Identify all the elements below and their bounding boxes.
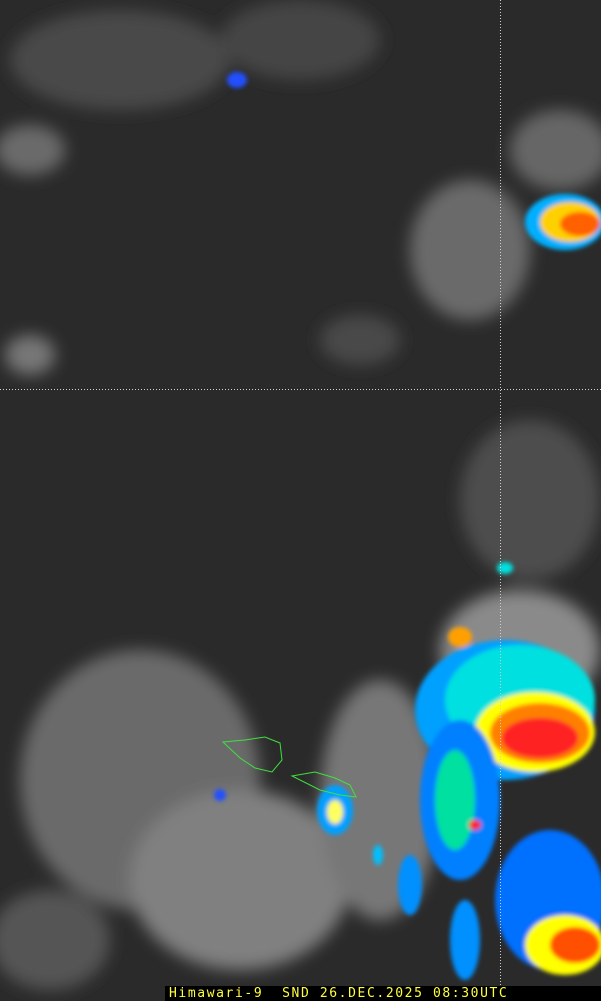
image-caption: Himawari-9 SND 26.DEC.2025 08:30UTC <box>165 986 601 1001</box>
convective-cells <box>214 72 601 980</box>
coastlines <box>221 736 357 798</box>
